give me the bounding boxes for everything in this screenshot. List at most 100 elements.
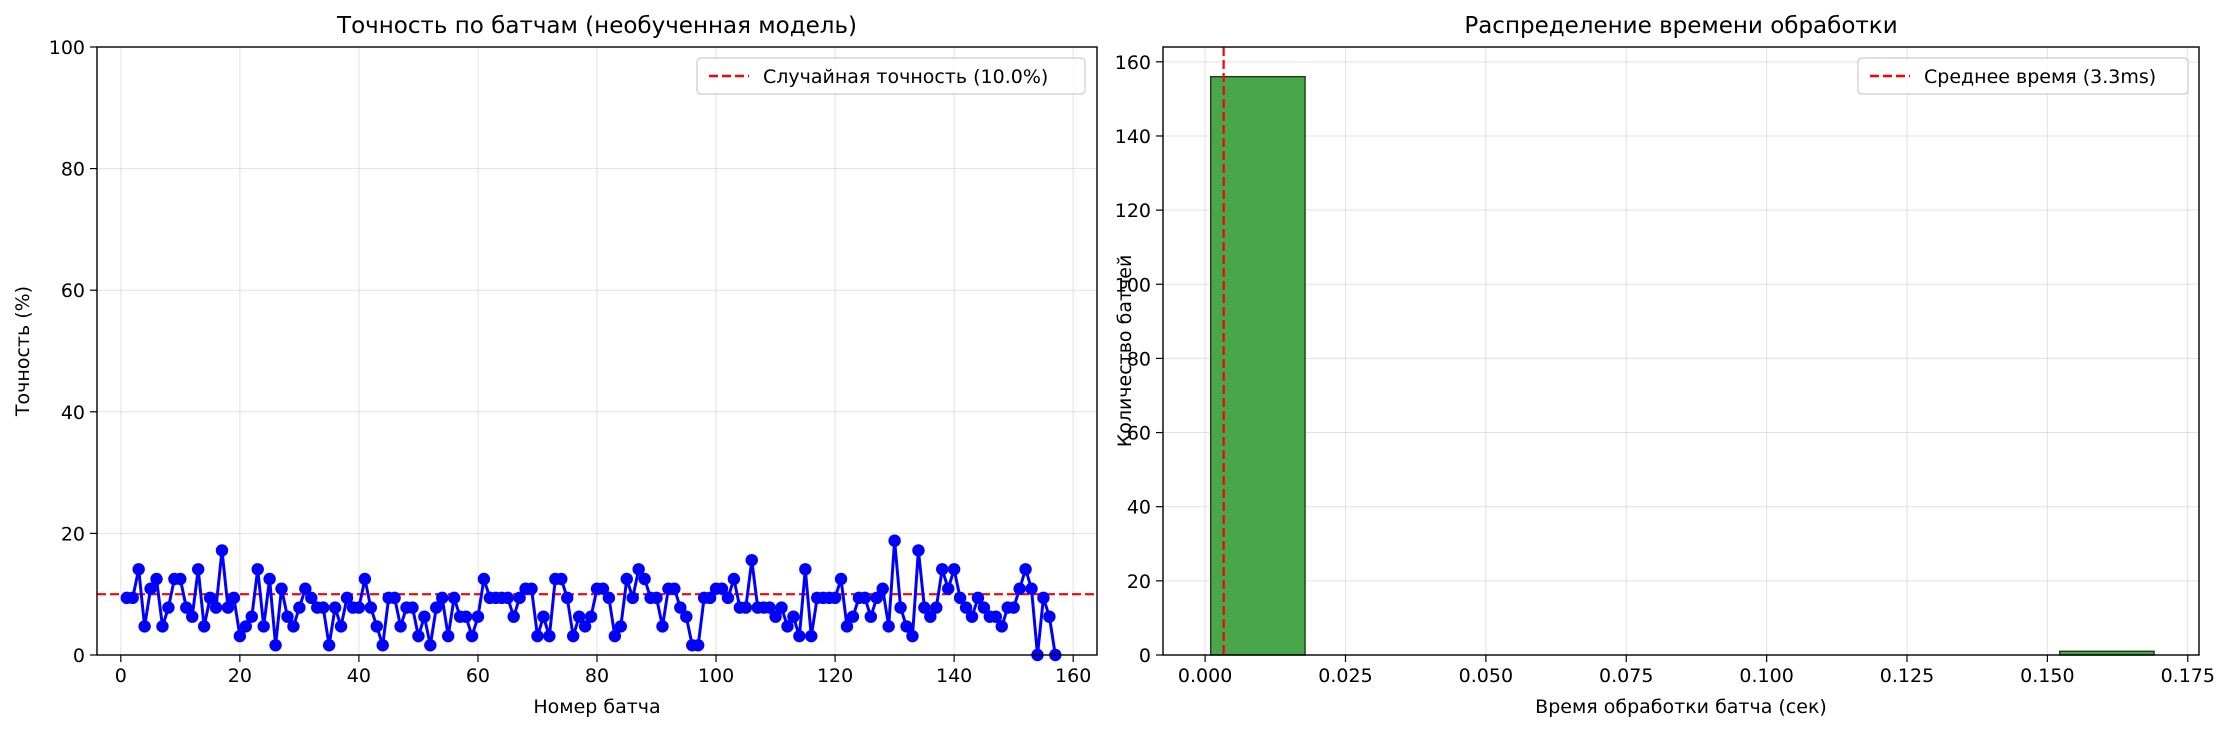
data-point	[668, 582, 681, 595]
y-axis-label: Количество батчей	[1114, 255, 1136, 448]
data-point	[459, 610, 473, 623]
data-point	[150, 572, 163, 586]
data-point	[936, 563, 949, 576]
data-point	[305, 591, 318, 605]
legend-label: Среднее время (3.3ms)	[1924, 66, 2156, 88]
data-point	[638, 572, 651, 586]
processing-time-histogram: 0.000 0.025 0.050 0.075 0.100 0.125 0.150 0.175…	[1114, 13, 2215, 718]
data-point	[507, 610, 520, 623]
data-point	[239, 620, 253, 633]
y-tick-label: 120	[1115, 200, 1151, 222]
y-tick-label: 0	[73, 645, 85, 667]
data-point	[858, 591, 872, 605]
data-point	[525, 582, 538, 595]
data-point	[1025, 582, 1038, 595]
y-tick-label: 40	[1127, 497, 1151, 519]
data-point	[888, 534, 901, 547]
data-point	[703, 591, 717, 605]
x-tick-label: 140	[936, 665, 972, 687]
x-tick-label: 0.075	[1599, 665, 1653, 687]
data-point	[132, 563, 145, 576]
data-point	[793, 629, 806, 643]
data-point	[299, 582, 312, 595]
x-tick-label: 120	[817, 665, 853, 687]
data-point	[572, 610, 586, 623]
data-point	[894, 601, 907, 614]
data-point	[322, 639, 336, 652]
y-tick-label: 80	[61, 159, 85, 181]
data-point	[144, 582, 157, 595]
x-axis-ticks: 0 20 40 60 80 100 120 140 160	[115, 655, 1091, 687]
data-point	[656, 620, 669, 633]
data-point	[275, 582, 288, 595]
y-tick-label: 60	[1127, 423, 1151, 445]
x-tick-label: 0.150	[2020, 665, 2074, 687]
data-point	[477, 572, 491, 586]
data-point	[138, 620, 151, 633]
x-tick-label: 0.100	[1739, 665, 1793, 687]
data-point	[584, 610, 598, 623]
data-point	[227, 591, 241, 605]
data-point	[1013, 582, 1026, 595]
data-point	[221, 601, 235, 614]
data-point	[465, 629, 479, 643]
y-axis-ticks: 0 20 40 60 80 100	[49, 37, 97, 667]
y-tick-label: 20	[61, 523, 85, 545]
data-point	[674, 601, 687, 614]
data-point	[805, 629, 818, 643]
data-point	[834, 572, 848, 586]
x-tick-label: 0.050	[1459, 665, 1513, 687]
data-point	[316, 601, 330, 614]
data-point	[180, 601, 193, 614]
data-point	[906, 629, 919, 643]
data-point	[126, 591, 139, 605]
x-tick-label: 0	[115, 665, 127, 687]
data-point	[162, 601, 175, 614]
data-point	[513, 591, 526, 605]
data-point	[1037, 591, 1050, 605]
x-tick-label: 60	[466, 665, 490, 687]
data-point	[287, 620, 300, 633]
data-point	[257, 620, 270, 633]
data-point	[412, 629, 425, 643]
data-point	[358, 572, 372, 586]
x-axis-label: Время обработки батча (сек)	[1535, 696, 1827, 718]
data-point	[364, 601, 378, 614]
data-point	[186, 610, 199, 623]
y-axis-ticks: 0 20 40 60 80 100 120 140 160	[1115, 52, 1163, 667]
x-tick-label: 0.125	[1880, 665, 1934, 687]
data-point	[376, 639, 389, 652]
data-point	[918, 601, 931, 614]
chart-title: Точность по батчам (необученная модель)	[336, 13, 857, 39]
data-point	[763, 601, 776, 614]
data-point	[501, 591, 514, 605]
data-point	[352, 601, 366, 614]
data-point	[995, 620, 1008, 633]
data-point	[578, 620, 592, 633]
data-point	[537, 610, 550, 623]
data-point	[209, 601, 223, 614]
x-tick-label: 0.025	[1318, 665, 1372, 687]
chart-title: Распределение времени обработки	[1464, 13, 1897, 39]
data-point	[328, 601, 342, 614]
data-point	[251, 563, 264, 576]
data-point	[977, 601, 991, 614]
x-tick-label: 160	[1055, 665, 1091, 687]
data-point	[650, 591, 663, 605]
data-point	[965, 610, 979, 623]
plot-frame	[1162, 46, 2200, 656]
data-point	[680, 610, 693, 623]
histogram-bars	[1210, 75, 2155, 656]
data-point	[900, 620, 913, 633]
data-point	[561, 591, 574, 605]
data-point	[959, 601, 973, 614]
data-point	[197, 620, 211, 633]
data-point	[471, 610, 485, 623]
data-point	[263, 572, 276, 586]
y-tick-label: 160	[1115, 52, 1151, 74]
data-point	[745, 553, 758, 567]
y-tick-label: 80	[1127, 348, 1151, 370]
data-point	[721, 591, 735, 605]
x-axis-label: Номер батча	[533, 696, 660, 718]
